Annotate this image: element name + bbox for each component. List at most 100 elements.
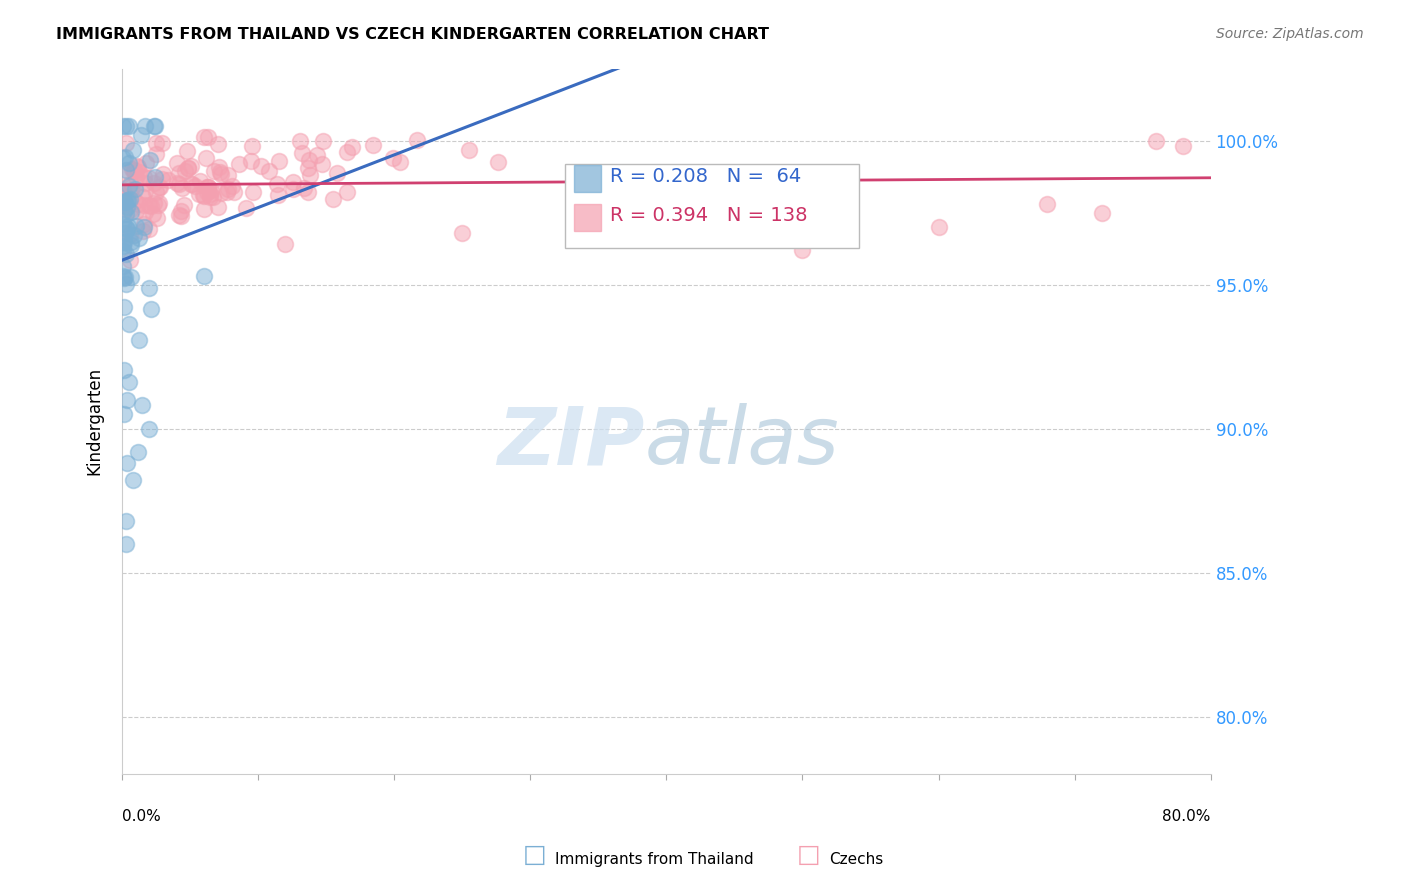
Point bbox=[117, 392, 139, 407]
Point bbox=[135, 155, 157, 169]
Point bbox=[200, 183, 222, 197]
Point bbox=[336, 186, 359, 200]
Point bbox=[132, 190, 155, 204]
Point bbox=[138, 221, 160, 235]
Point bbox=[120, 183, 142, 197]
Point bbox=[112, 239, 135, 253]
Point bbox=[138, 170, 160, 185]
Text: R = 0.394   N = 138: R = 0.394 N = 138 bbox=[610, 206, 807, 225]
Point bbox=[115, 537, 138, 551]
Point bbox=[120, 177, 142, 191]
Point bbox=[117, 219, 139, 233]
Point bbox=[112, 270, 135, 285]
Text: 0.0%: 0.0% bbox=[122, 809, 160, 824]
Point bbox=[139, 199, 162, 213]
Point bbox=[127, 160, 149, 174]
Point bbox=[129, 128, 152, 143]
Point bbox=[209, 167, 232, 181]
Bar bbox=[565, 164, 859, 249]
Point bbox=[146, 211, 169, 226]
Point bbox=[173, 164, 195, 178]
Point bbox=[115, 119, 138, 133]
Point bbox=[180, 178, 202, 192]
Point bbox=[166, 155, 188, 169]
Point bbox=[138, 198, 160, 212]
Point bbox=[118, 156, 141, 170]
Point bbox=[134, 176, 156, 190]
Point bbox=[120, 270, 142, 285]
Point bbox=[114, 194, 136, 209]
Point bbox=[112, 198, 135, 212]
Point bbox=[114, 149, 136, 163]
Point bbox=[124, 194, 146, 208]
Y-axis label: Kindergarten: Kindergarten bbox=[86, 368, 103, 475]
Point bbox=[122, 143, 145, 157]
Point bbox=[193, 189, 215, 203]
Point bbox=[169, 203, 191, 218]
Point bbox=[142, 207, 165, 221]
Point bbox=[274, 237, 297, 252]
Point bbox=[142, 195, 165, 210]
Point bbox=[457, 143, 479, 157]
Point bbox=[134, 198, 156, 212]
Point bbox=[381, 151, 404, 165]
Point bbox=[128, 165, 150, 179]
Point bbox=[114, 277, 136, 291]
Point bbox=[114, 226, 136, 240]
Text: atlas: atlas bbox=[644, 403, 839, 482]
Point bbox=[150, 172, 173, 186]
Point bbox=[628, 214, 651, 228]
Point bbox=[283, 182, 305, 196]
Point bbox=[112, 167, 135, 181]
Point bbox=[125, 169, 148, 184]
Point bbox=[1091, 205, 1114, 219]
Point bbox=[118, 253, 141, 268]
Point bbox=[235, 201, 257, 215]
Point bbox=[202, 189, 225, 203]
Point bbox=[291, 145, 314, 160]
Point bbox=[122, 164, 145, 178]
Text: 80.0%: 80.0% bbox=[1163, 809, 1211, 824]
Point bbox=[112, 183, 135, 197]
Text: R = 0.208   N =  64: R = 0.208 N = 64 bbox=[610, 167, 801, 186]
Point bbox=[124, 163, 146, 178]
Point bbox=[112, 301, 135, 315]
Point bbox=[173, 197, 195, 211]
Point bbox=[131, 399, 153, 413]
Point bbox=[312, 134, 335, 148]
Point bbox=[115, 514, 138, 528]
Point bbox=[138, 281, 160, 295]
Point bbox=[125, 204, 148, 219]
Point bbox=[176, 144, 198, 158]
Point bbox=[187, 186, 209, 201]
Point bbox=[342, 140, 364, 154]
Point bbox=[217, 182, 239, 196]
Point bbox=[169, 209, 191, 223]
Point bbox=[297, 161, 319, 175]
Point bbox=[112, 362, 135, 376]
Point bbox=[115, 220, 138, 235]
Point bbox=[204, 163, 226, 178]
Point bbox=[134, 170, 156, 185]
Point bbox=[292, 181, 315, 195]
Point bbox=[127, 444, 149, 458]
Point bbox=[115, 136, 138, 150]
Point bbox=[112, 259, 135, 273]
Point bbox=[193, 187, 215, 202]
Point bbox=[117, 178, 139, 193]
Point bbox=[240, 154, 263, 169]
Point bbox=[167, 208, 190, 222]
Point bbox=[198, 187, 221, 202]
Point bbox=[193, 268, 215, 283]
Point bbox=[363, 138, 385, 153]
Point bbox=[145, 146, 167, 161]
Text: Immigrants from Thailand: Immigrants from Thailand bbox=[555, 852, 754, 867]
Text: IMMIGRANTS FROM THAILAND VS CZECH KINDERGARTEN CORRELATION CHART: IMMIGRANTS FROM THAILAND VS CZECH KINDER… bbox=[56, 27, 769, 42]
Point bbox=[148, 180, 170, 194]
Point bbox=[112, 244, 135, 259]
Point bbox=[112, 217, 135, 231]
Point bbox=[112, 119, 135, 133]
Point bbox=[1144, 134, 1167, 148]
Point bbox=[928, 219, 950, 234]
Point bbox=[215, 186, 238, 200]
